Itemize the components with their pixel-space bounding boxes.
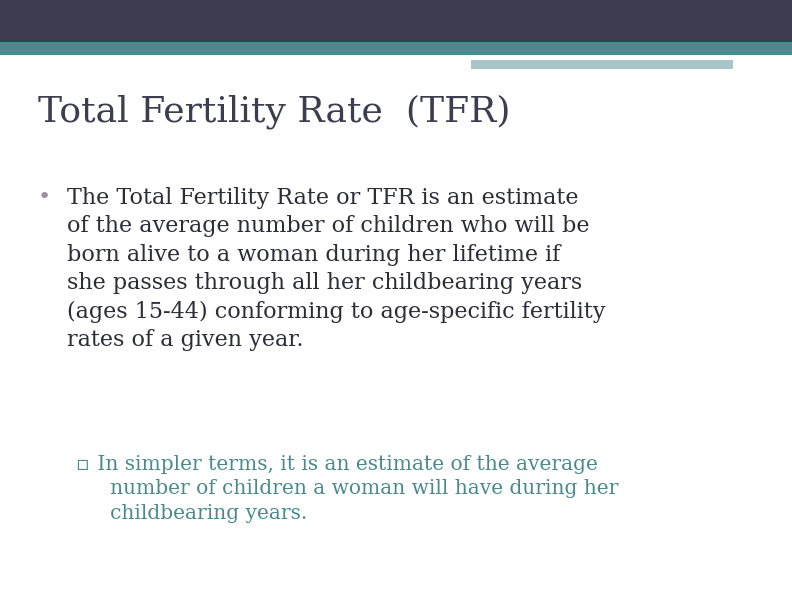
- Text: •: •: [38, 187, 51, 207]
- Bar: [471, 42, 792, 55]
- Bar: [0, 0, 792, 42]
- Bar: [471, 60, 733, 69]
- Bar: [471, 55, 792, 60]
- Bar: [0, 42, 471, 55]
- Text: Total Fertility Rate  (TFR): Total Fertility Rate (TFR): [38, 95, 511, 129]
- Text: The Total Fertility Rate or TFR is an estimate
of the average number of children: The Total Fertility Rate or TFR is an es…: [67, 187, 606, 351]
- Text: In simpler terms, it is an estimate of the average
   number of children a woman: In simpler terms, it is an estimate of t…: [91, 455, 619, 523]
- Text: ▫: ▫: [75, 455, 89, 474]
